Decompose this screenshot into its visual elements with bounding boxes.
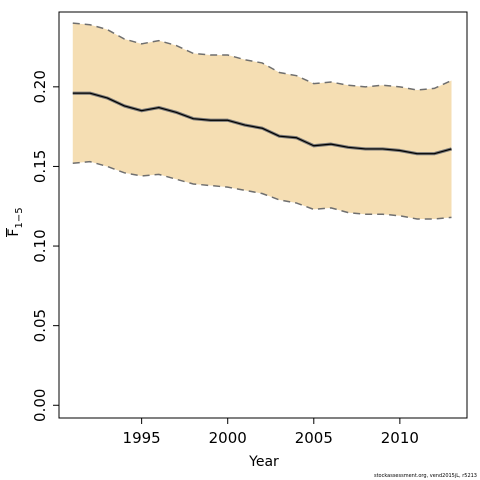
x-tick-label: 1995 (123, 429, 161, 447)
y-axis: 0.00 0.05 0.10 0.15 0.20 (31, 70, 59, 422)
y-tick-label: 0.20 (31, 70, 49, 103)
estimate-line (72, 92, 452, 155)
y-axis-title: F1−5 (6, 207, 25, 237)
lower-bound-line (72, 160, 452, 220)
x-tick-label: 2000 (209, 429, 247, 447)
footer-note: stockassessment.org, vend2015jL, r5213 (374, 473, 477, 479)
confidence-band-layer (72, 23, 452, 219)
y-axis-title-main: F (6, 229, 22, 237)
plot-frame (58, 11, 468, 419)
confidence-band (72, 23, 452, 219)
y-axis-title-subscript: 1−5 (14, 207, 25, 228)
x-tick-label: 2005 (295, 429, 333, 447)
y-tick-label: 0.15 (31, 150, 49, 183)
y-tick-label: 0.10 (31, 229, 49, 262)
series-lines-layer (72, 22, 452, 220)
svg-text:F1−5: F1−5 (6, 207, 25, 236)
x-axis-title: Year (248, 454, 279, 470)
upper-bound-line (72, 22, 452, 91)
y-tick-label: 0.05 (31, 309, 49, 342)
x-tick-label: 2010 (381, 429, 419, 447)
y-tick-label: 0.00 (31, 389, 49, 422)
x-axis: 1995 2000 2005 2010 (123, 418, 419, 447)
